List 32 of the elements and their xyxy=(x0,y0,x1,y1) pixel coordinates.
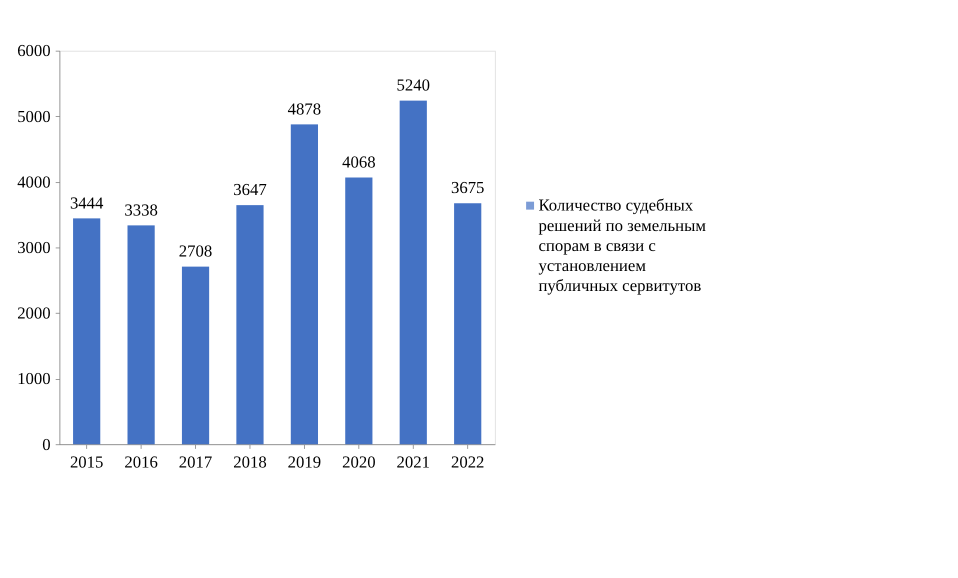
bar xyxy=(400,100,427,444)
x-tick-label: 2021 xyxy=(396,452,430,472)
bar xyxy=(345,177,372,444)
x-tick-label: 2019 xyxy=(288,452,322,472)
bar xyxy=(290,124,318,444)
y-tick-label: 1000 xyxy=(17,369,51,388)
bar xyxy=(236,205,264,444)
legend-label: Количество судебных решений по земельным спорам в связи с установлением публичных сервитутов xyxy=(538,196,706,296)
data-label: 3647 xyxy=(233,180,267,200)
x-tick-label: 2018 xyxy=(233,452,267,472)
data-label: 4878 xyxy=(288,99,322,118)
data-label: 4068 xyxy=(342,152,376,172)
data-label: 2708 xyxy=(178,242,212,261)
x-tick-label: 2020 xyxy=(342,452,376,472)
y-tick-label: 2000 xyxy=(17,304,51,323)
x-tick-label: 2017 xyxy=(178,452,212,472)
y-tick-label: 4000 xyxy=(17,172,51,192)
data-label: 3675 xyxy=(450,178,484,198)
data-label: 3444 xyxy=(70,193,104,212)
y-tick-label: 5000 xyxy=(17,106,51,126)
bar xyxy=(182,266,210,444)
bar xyxy=(127,225,155,444)
x-tick-label: 2016 xyxy=(124,452,158,472)
data-label: 5240 xyxy=(396,76,430,95)
bar xyxy=(73,218,100,444)
y-tick-label: 6000 xyxy=(17,41,51,60)
x-tick-label: 2015 xyxy=(70,452,104,472)
y-tick-label: 0 xyxy=(42,434,51,454)
bar xyxy=(454,203,482,444)
x-tick-label: 2022 xyxy=(450,452,484,472)
y-tick-label: 3000 xyxy=(17,238,51,257)
data-label: 3338 xyxy=(124,200,158,220)
